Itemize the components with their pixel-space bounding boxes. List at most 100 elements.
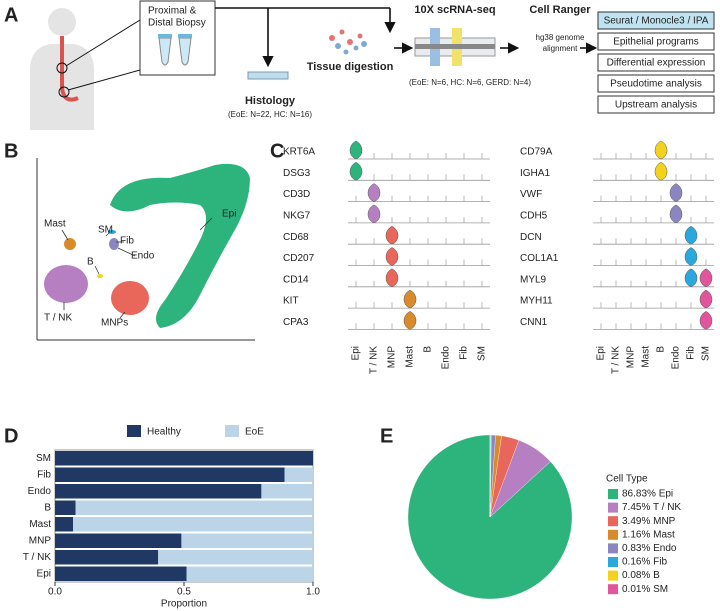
cell-type-label: MNP	[387, 346, 398, 369]
analysis-label: Pseudotime analysis	[610, 79, 702, 90]
bar	[55, 451, 313, 466]
panel-label: B	[4, 140, 18, 162]
pie-chart: Cell Type 86.83% Epi 7.45% T / NK 3.49% MNP…	[407, 434, 681, 600]
x-tick-label: 0.0	[48, 587, 62, 598]
gene-label: CD79A	[520, 147, 553, 158]
legend-title: Cell Type	[606, 474, 648, 485]
bar	[55, 484, 262, 499]
legend-swatch	[225, 425, 239, 437]
gene-label: MYL9	[520, 274, 547, 285]
violin	[349, 162, 363, 181]
digestion-title: Tissue digestion	[307, 61, 394, 73]
analysis-box	[597, 11, 715, 30]
analysis-label: Upstream analysis	[615, 100, 697, 111]
legend-label: 0.08% B	[622, 570, 660, 581]
panel-label: E	[380, 425, 393, 447]
violin	[699, 289, 713, 309]
legend-label: 0.16% Fib	[622, 557, 667, 568]
bar	[55, 517, 74, 532]
bar	[55, 566, 187, 581]
bar	[261, 484, 313, 499]
y-tick-label: SM	[36, 453, 51, 464]
gene-label: DCN	[520, 232, 542, 243]
cluster-label: Endo	[131, 251, 155, 262]
violin	[699, 311, 713, 330]
gene-label: CD3D	[283, 189, 310, 200]
legend-swatch	[608, 584, 618, 595]
cell-type-label: MNP	[626, 346, 637, 369]
biopsy-text: Proximal &	[148, 6, 197, 17]
legend-swatch	[127, 425, 141, 437]
gene-label: MYH11	[520, 296, 553, 307]
violin	[385, 225, 399, 245]
legend-label: 0.01% SM	[622, 584, 668, 595]
violin	[654, 140, 668, 160]
violin	[403, 289, 417, 309]
cluster-label: Epi	[222, 209, 236, 220]
analysis-box	[597, 32, 715, 51]
legend-swatch	[608, 502, 618, 513]
histology-title: Histology	[245, 95, 296, 107]
analysis-label: Epithelial programs	[613, 37, 699, 48]
cluster-label: B	[87, 257, 94, 268]
x-axis-title: Proportion	[161, 599, 207, 610]
gene-label: CD14	[283, 274, 309, 285]
y-tick-label: B	[44, 502, 51, 513]
cluster-label: MNPs	[101, 318, 128, 329]
cell-type-label: T / NK	[369, 346, 380, 374]
analysis-label: Seurat / Monocle3 / IPA	[604, 16, 709, 27]
analysis-box	[597, 74, 715, 93]
violin	[367, 183, 381, 202]
legend-swatch	[608, 529, 618, 540]
cell-type-label: B	[656, 346, 667, 353]
analysis-box	[597, 53, 715, 72]
y-tick-label: T / NK	[23, 552, 51, 563]
legend-swatch	[608, 489, 618, 499]
legend-label: 3.49% MNP	[622, 516, 676, 527]
workflow: Proximal & Distal Biopsy Histology (EoE:…	[30, 0, 715, 130]
scrnaseq-title: 10X scRNA-seq	[414, 4, 495, 16]
panel-label: A	[4, 4, 18, 26]
legend-label: Healthy	[147, 427, 181, 438]
gene-label: COL1A1	[520, 253, 559, 264]
legend-label: EoE	[245, 427, 264, 438]
violin	[349, 140, 363, 160]
violin	[385, 268, 399, 288]
panel-label: D	[4, 425, 18, 447]
violin	[669, 183, 683, 202]
legend-label: 1.16% Mast	[622, 529, 675, 540]
violin-panel: KRT6A DSG3 CD3D NKG7 CD68 CD207 CD14 KIT CPA3 Epi…	[283, 140, 714, 374]
violin	[403, 311, 417, 330]
gene-label: VWF	[520, 189, 542, 200]
panel-label: C	[270, 140, 284, 162]
umap: Epi Mast SM Fib B Endo T / NK MNPs	[36, 158, 255, 341]
violin	[669, 204, 683, 224]
cell-type-label: SM	[701, 346, 712, 361]
legend-swatch	[608, 557, 618, 567]
bar	[75, 500, 313, 515]
gene-label: CD207	[283, 253, 315, 264]
legend-swatch	[608, 543, 618, 554]
legend-label: 7.45% T / NK	[622, 502, 681, 513]
gene-label: CDH5	[520, 211, 548, 222]
gene-label: NKG7	[283, 211, 311, 222]
bar	[158, 550, 313, 565]
bar	[181, 533, 313, 548]
cell-type-label: B	[423, 346, 434, 353]
analysis-label: Differential expression	[607, 58, 706, 69]
violin	[684, 268, 698, 288]
histology-count: (EoE: N=22, HC: N=16)	[228, 110, 312, 119]
y-tick-label: Mast	[29, 519, 51, 530]
y-tick-label: Epi	[37, 568, 51, 579]
cluster-label: Fib	[120, 236, 134, 247]
cell-type-label: Fib	[459, 346, 470, 360]
cell-type-label: Epi	[351, 346, 362, 360]
violin	[684, 247, 698, 266]
alignment-text: alignment	[543, 44, 578, 53]
y-tick-label: Fib	[37, 469, 51, 480]
cell-type-label: Mast	[405, 346, 416, 368]
scrnaseq-count: (EoE: N=6, HC: N=6, GERD: N=4)	[409, 78, 531, 87]
gene-label: IGHA1	[520, 168, 550, 179]
cell-type-label: Endo	[441, 346, 452, 370]
